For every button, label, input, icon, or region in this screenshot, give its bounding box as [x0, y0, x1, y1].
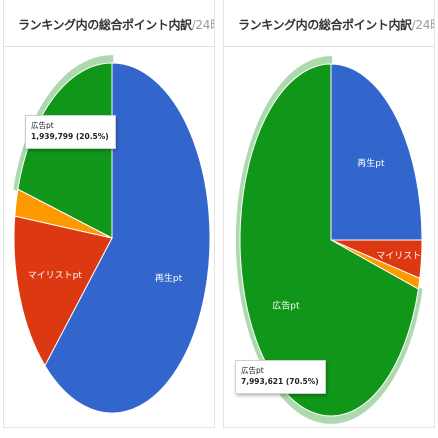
- slice-play[interactable]: [44, 62, 211, 414]
- slice-label: マイリストpt: [376, 252, 431, 262]
- tooltip-label: 広告pt: [241, 366, 264, 375]
- slice-ad[interactable]: [17, 62, 113, 239]
- slice-mylist[interactable]: [13, 215, 113, 367]
- pie-chart[interactable]: 再生pt マイリストpt: [4, 0, 215, 428]
- tooltip-value: 1,939,799 (20.5%): [31, 132, 109, 142]
- chart-panel-right: ランキング内の総合ポイント内訳/24時間[?] 再生pt マイリストpt 広告pt …: [223, 0, 435, 428]
- slice-label: 再生pt: [155, 272, 183, 284]
- slice-label: 広告pt: [272, 300, 300, 312]
- pie-chart[interactable]: 再生pt マイリストpt 広告pt: [224, 0, 435, 428]
- panel-subtitle: /24時間: [191, 18, 214, 32]
- chart-tooltip: 広告pt 1,939,799 (20.5%): [25, 115, 116, 149]
- panel-title: ランキング内の総合ポイント内訳: [238, 18, 412, 32]
- tooltip-label: 広告pt: [31, 121, 54, 130]
- chart-panel-left: ランキング内の総合ポイント内訳/24時間[?] 再生pt マイリストpt 広告pt…: [3, 0, 215, 428]
- slice-label: 再生pt: [357, 157, 385, 169]
- panel-subtitle: /24時間: [411, 18, 434, 32]
- panel-header: ランキング内の総合ポイント内訳/24時間[?]: [224, 0, 434, 47]
- panel-title: ランキング内の総合ポイント内訳: [18, 18, 192, 32]
- chart-tooltip: 広告pt 7,993,621 (70.5%): [235, 360, 326, 394]
- tooltip-value: 7,993,621 (70.5%): [241, 377, 319, 387]
- slice-ad[interactable]: [239, 63, 419, 417]
- slice-label: マイリストpt: [28, 271, 83, 281]
- panel-header: ランキング内の総合ポイント内訳/24時間[?]: [4, 0, 214, 47]
- slice-play[interactable]: [330, 63, 423, 241]
